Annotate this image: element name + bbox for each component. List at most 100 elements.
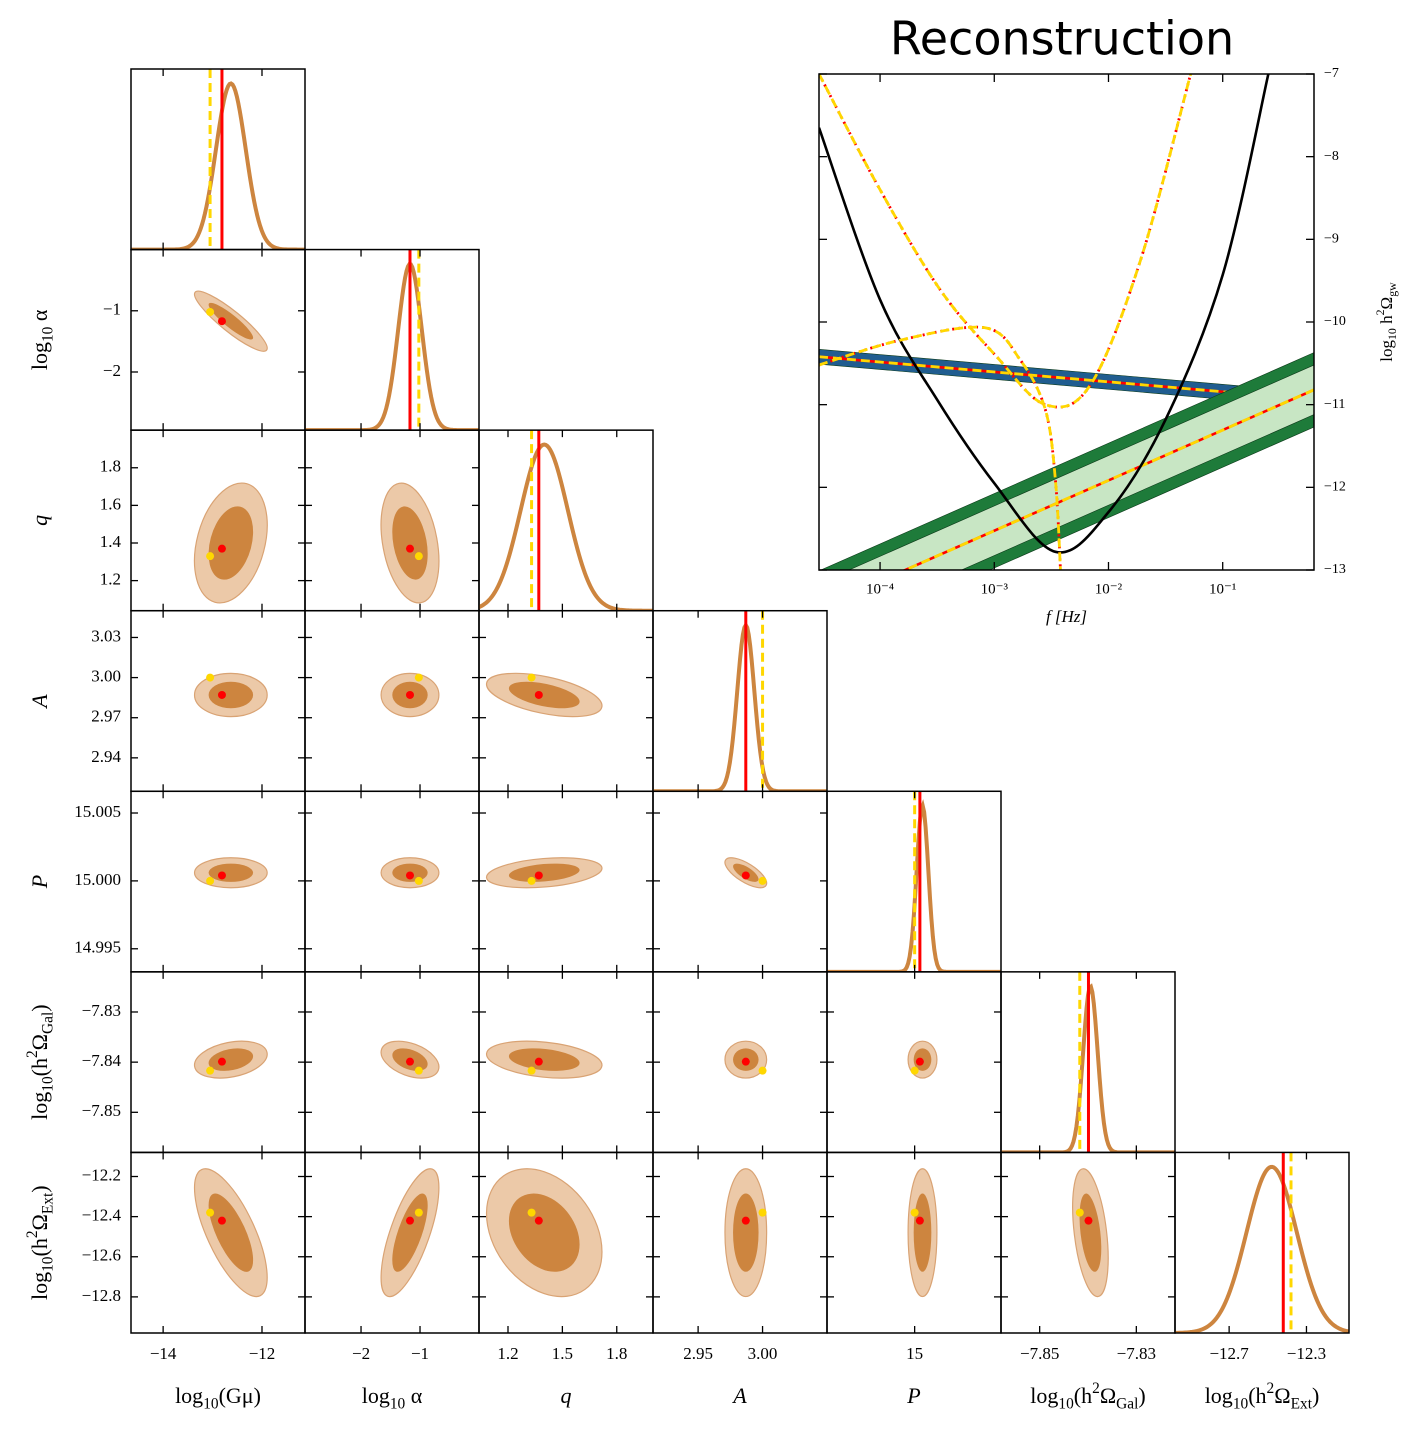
marginal-curve (479, 442, 653, 611)
label-part: 2 (1267, 1380, 1275, 1397)
axis-label: log10(Gμ) (175, 1383, 261, 1412)
contour-inner (508, 863, 580, 882)
marker-dot (1084, 1216, 1093, 1225)
label-part: P (27, 875, 52, 889)
panel (485, 1040, 603, 1079)
label-part: ) (1312, 1383, 1319, 1408)
x-tick-label: −1 (411, 1344, 429, 1363)
panel (193, 1040, 268, 1079)
axis-label: q (561, 1383, 572, 1408)
y-tick-label: 2.94 (91, 747, 121, 766)
label-part: A (27, 694, 52, 710)
marker-dot (534, 1057, 543, 1066)
panel (380, 482, 440, 604)
label-part: 10 (390, 1395, 406, 1412)
label-part: h (1377, 315, 1396, 328)
label-part: log (27, 1272, 52, 1300)
y-tick-label: −12.4 (82, 1206, 122, 1225)
y-tick-label: −1 (103, 300, 121, 319)
axis-label: A (27, 694, 52, 710)
panel (724, 1040, 768, 1079)
panel (827, 791, 1001, 972)
label-part: log (362, 1383, 390, 1408)
marker-dot (915, 1216, 924, 1225)
panel (193, 1168, 268, 1298)
label-part: Ω (27, 1034, 52, 1050)
panel (193, 290, 268, 352)
panel-frame (652, 790, 828, 973)
marker-dot (758, 1208, 767, 1217)
y-tick-label: 15.005 (74, 802, 121, 821)
contour-inner (208, 681, 254, 709)
label-part: α (405, 1383, 423, 1408)
curve (819, 74, 1193, 409)
label-part: 2 (1092, 1380, 1100, 1397)
x-tick-label: −2 (352, 1344, 370, 1363)
panel (380, 672, 440, 718)
label-part: A (731, 1383, 747, 1408)
panel (193, 857, 268, 889)
x-tick-label: 1.2 (497, 1344, 518, 1363)
label-part: (Gμ) (219, 1383, 261, 1408)
x-tick-label: 10⁻² (1095, 581, 1123, 597)
label-part: (h (27, 1058, 52, 1076)
contour-inner (208, 302, 254, 340)
axis-label: log10 α (362, 1383, 423, 1412)
panel-frame (652, 609, 828, 793)
label-part: gw (1385, 282, 1399, 297)
x-tick-label: −12.3 (1287, 1344, 1326, 1363)
marker-dot (527, 1208, 536, 1217)
label-part: ) (1138, 1383, 1145, 1408)
label-part: log (175, 1383, 203, 1408)
label-part: 10 (1233, 1395, 1249, 1412)
panel (380, 1040, 440, 1079)
axis-label: log10 α (27, 309, 56, 370)
axis-label: P (27, 875, 52, 889)
panel (485, 1168, 603, 1298)
x-tick-label: 1.5 (552, 1344, 573, 1363)
contour-inner (508, 681, 580, 709)
y-tick-label: −7 (1324, 66, 1339, 81)
label-part: 10 (1385, 328, 1399, 340)
marker-dot (414, 1066, 423, 1075)
x-tick-label: −14 (150, 1344, 177, 1363)
marker-dot (414, 876, 423, 885)
contour-inner (1079, 1193, 1102, 1272)
band (820, 352, 1314, 570)
panel (1001, 971, 1175, 1153)
label-part: log (1205, 1383, 1233, 1408)
marker-dot (758, 1066, 767, 1075)
panel-frame (130, 248, 306, 431)
marker-dot (741, 871, 750, 880)
label-part: log (1377, 340, 1396, 362)
label-part: q (27, 515, 52, 526)
y-tick-label: 1.6 (100, 494, 121, 513)
marginal-curve (1175, 1164, 1349, 1334)
y-tick-label: −12.6 (82, 1246, 121, 1265)
contour-inner (208, 1193, 254, 1272)
contour-inner (208, 1048, 254, 1071)
y-tick-label: 1.4 (100, 532, 122, 551)
label-part: 10 (39, 1076, 56, 1092)
marker-dot (206, 876, 215, 885)
panel (485, 857, 603, 889)
marginal-curve (653, 621, 827, 792)
contour-inner (733, 1193, 759, 1272)
panel (724, 857, 768, 889)
axis-label: A (731, 1383, 747, 1408)
panel (479, 430, 653, 611)
label-part: 2 (24, 1050, 41, 1058)
label-part: 10 (39, 1256, 56, 1272)
label-part: Gal (39, 1012, 56, 1034)
marker-dot (405, 1216, 414, 1225)
x-tick-label: 15 (906, 1344, 923, 1363)
label-part: log (1030, 1383, 1058, 1408)
x-tick-label: 1.8 (606, 1344, 627, 1363)
axis-label: log10(h2ΩExt) (24, 1185, 56, 1300)
label-part: Ω (1274, 1383, 1290, 1408)
y-tick-label: −13 (1324, 562, 1346, 577)
y-tick-label: 2.97 (91, 707, 121, 726)
axis-label: log10(h2ΩGal) (1030, 1380, 1145, 1412)
